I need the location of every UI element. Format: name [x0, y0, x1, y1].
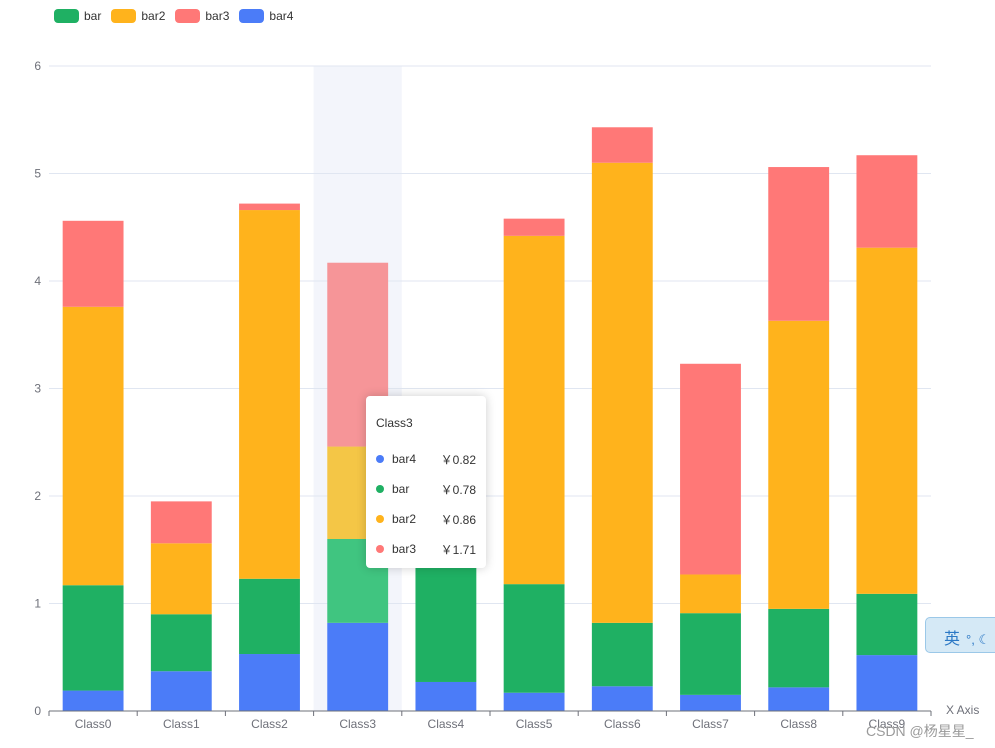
y-tick-label: 2: [34, 489, 41, 503]
tooltip: Class3 bar4 ￥0.82 bar ￥0.78 bar2 ￥0.86 b…: [366, 396, 486, 568]
legend-label: bar4: [269, 9, 294, 23]
x-axis-title: X Axis: [946, 703, 979, 717]
tooltip-series-name: bar: [392, 482, 410, 496]
y-tick-label: 1: [34, 597, 41, 611]
legend-swatch: [111, 9, 137, 23]
legend-item-bar2[interactable]: bar2: [111, 9, 165, 23]
ime-symbols: °, ☾: [966, 632, 991, 647]
bar-segment-bar: [62, 585, 124, 691]
bar-segment-bar4: [239, 654, 300, 711]
bar-segment-bar2: [856, 247, 918, 594]
bar-segment-bar4: [150, 671, 212, 711]
bar-segment-bar2: [62, 306, 124, 586]
legend-label: bar2: [141, 9, 166, 23]
bar-segment-bar3: [239, 203, 300, 211]
bar-segment-bar2: [239, 210, 300, 579]
bar-segment-bar: [856, 593, 918, 656]
tooltip-value: ￥1.71: [440, 542, 476, 557]
tooltip-row: bar3 ￥1.71: [376, 534, 476, 564]
watermark: CSDN @杨星星_: [866, 723, 974, 739]
legend-label: bar: [84, 9, 102, 23]
x-tick-label: Class9: [869, 717, 906, 731]
bar-segment-bar3: [503, 218, 565, 236]
tooltip-series-name: bar4: [392, 452, 417, 466]
tooltip-series-name: bar3: [392, 542, 417, 556]
x-tick-label: Class6: [604, 717, 641, 731]
x-tick-label: Class1: [163, 717, 200, 731]
bar-segment-bar4: [768, 687, 830, 711]
y-tick-label: 5: [34, 167, 41, 181]
bar-segment-bar4: [591, 686, 653, 711]
y-tick-label: 0: [34, 704, 41, 718]
tooltip-title: Class3: [376, 416, 413, 430]
legend-swatch: [175, 9, 201, 23]
tooltip-dot: [376, 515, 384, 523]
tooltip-dot: [376, 485, 384, 493]
tooltip-dot: [376, 455, 384, 463]
legend-swatch: [239, 9, 265, 23]
bar-segment-bar4: [415, 681, 477, 711]
x-tick-label: Class5: [516, 717, 553, 731]
bar-segment-bar: [503, 584, 565, 693]
legend-item-bar3[interactable]: bar3: [175, 9, 229, 23]
bar-segment-bar3: [856, 155, 918, 248]
tooltip-row: bar4 ￥0.82: [376, 444, 476, 474]
ime-label: 英: [944, 631, 961, 648]
bar-segment-bar4: [503, 692, 565, 711]
ime-indicator[interactable]: 英 °, ☾: [925, 617, 995, 653]
x-tick-label: Class2: [251, 717, 288, 731]
tooltip-value: ￥0.78: [440, 482, 476, 497]
bar-segment-bar2: [680, 574, 741, 614]
legend-label: bar3: [205, 9, 230, 23]
legend-item-bar4[interactable]: bar4: [239, 9, 293, 23]
tooltip-value: ￥0.86: [440, 512, 476, 527]
bar-segment-bar3: [150, 501, 212, 544]
legend: bar bar2 bar3 bar4: [54, 9, 303, 23]
tooltip-value: ￥0.82: [440, 452, 476, 467]
bar-segment-bar2: [503, 235, 565, 585]
legend-swatch: [54, 9, 79, 23]
bar-segment-bar: [680, 613, 741, 695]
bar-segment-bar4: [327, 622, 389, 711]
bar-segment-bar: [591, 622, 653, 687]
tooltip-row: bar ￥0.78: [376, 474, 476, 504]
bar-segment-bar: [768, 608, 830, 688]
x-tick-label: Class7: [692, 717, 729, 731]
bar-segment-bar2: [591, 162, 653, 623]
tooltip-dot: [376, 545, 384, 553]
bar-segment-bar3: [768, 167, 830, 321]
bar-segment-bar3: [591, 127, 653, 163]
bar-segment-bar3: [62, 220, 124, 307]
x-tick-label: Class0: [75, 717, 112, 731]
y-tick-label: 3: [34, 382, 41, 396]
bar-segment-bar4: [62, 690, 124, 711]
bar-segment-bar2: [150, 543, 212, 615]
bar-segment-bar4: [856, 655, 918, 711]
tooltip-series-name: bar2: [392, 512, 417, 526]
bar-segment-bar: [239, 578, 300, 655]
x-tick-label: Class3: [339, 717, 376, 731]
y-tick-label: 4: [34, 274, 41, 288]
tooltip-row: bar2 ￥0.86: [376, 504, 476, 534]
bar-segment-bar: [150, 614, 212, 672]
y-tick-label: 6: [34, 59, 41, 73]
bar-segment-bar3: [680, 363, 741, 575]
x-tick-label: Class8: [780, 717, 817, 731]
bar-segment-bar4: [680, 694, 741, 711]
legend-item-bar[interactable]: bar: [54, 9, 101, 23]
x-tick-label: Class4: [428, 717, 465, 731]
bar-segment-bar2: [768, 320, 830, 609]
